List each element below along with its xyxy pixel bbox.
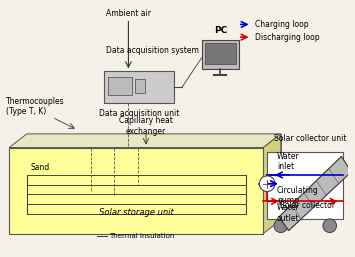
Text: Water
inlet: Water inlet	[277, 152, 300, 171]
Text: Charging loop: Charging loop	[256, 20, 309, 29]
Text: Solar collector: Solar collector	[280, 201, 335, 210]
Text: Solar collector unit: Solar collector unit	[274, 134, 346, 143]
FancyBboxPatch shape	[9, 148, 263, 234]
Circle shape	[260, 176, 275, 191]
Text: Solar storage unit: Solar storage unit	[99, 208, 174, 217]
FancyBboxPatch shape	[202, 40, 239, 69]
FancyBboxPatch shape	[267, 152, 343, 219]
Text: Capillary heat
exchanger: Capillary heat exchanger	[119, 116, 173, 136]
Text: Ambient air: Ambient air	[106, 9, 151, 18]
Polygon shape	[279, 156, 351, 231]
FancyBboxPatch shape	[104, 71, 174, 103]
Text: Data acquisition unit: Data acquisition unit	[99, 109, 179, 118]
Text: Circulating
pump: Circulating pump	[277, 186, 319, 205]
Circle shape	[274, 219, 288, 233]
Text: PC: PC	[214, 26, 227, 35]
FancyBboxPatch shape	[108, 77, 132, 95]
FancyBboxPatch shape	[204, 43, 236, 65]
Polygon shape	[263, 134, 281, 234]
Text: Thermocouples
(Type T, K): Thermocouples (Type T, K)	[6, 97, 65, 116]
Text: Sand: Sand	[31, 163, 50, 172]
Text: Discharging loop: Discharging loop	[256, 33, 320, 42]
FancyBboxPatch shape	[135, 79, 145, 93]
Text: Water
outlet: Water outlet	[277, 203, 300, 223]
Circle shape	[323, 219, 337, 233]
Text: Data acquisition system: Data acquisition system	[106, 46, 199, 55]
Polygon shape	[27, 134, 281, 220]
Text: Thermal insulation: Thermal insulation	[109, 233, 174, 240]
Polygon shape	[9, 134, 281, 148]
